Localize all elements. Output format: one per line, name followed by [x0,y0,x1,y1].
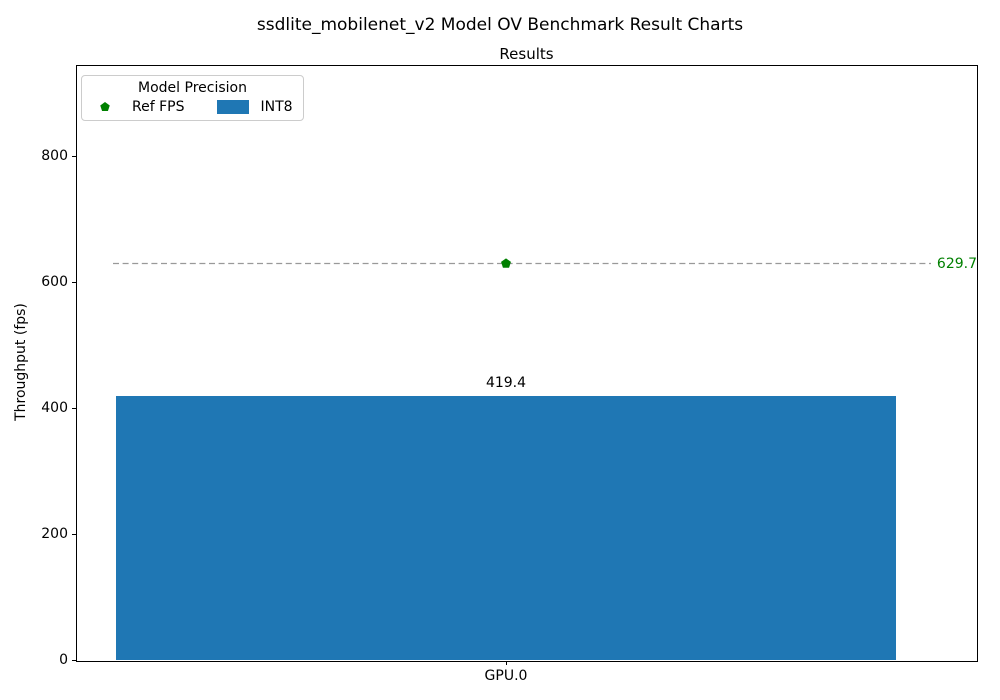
legend: Model Precision Ref FPS INT8 [81,75,304,121]
ref-fps-pentagon-icon [100,102,110,112]
y-tick-label: 800 [41,148,68,165]
legend-title: Model Precision [138,80,247,96]
legend-swatch-int8-icon [217,100,250,114]
legend-row: Ref FPS INT8 [82,97,303,117]
y-tick-mark [72,533,76,535]
y-tick-label: 400 [41,400,68,417]
y-tick-mark [72,155,76,157]
axes-title: Results [499,45,554,63]
y-tick-label: 600 [41,274,68,291]
legend-label-ref-fps: Ref FPS [132,99,185,115]
y-tick-mark [72,659,76,661]
legend-label-int8: INT8 [260,99,293,115]
y-tick-label: 0 [59,652,68,668]
x-tick-label: GPU.0 [484,668,528,684]
bar-int8 [116,395,896,660]
y-tick-mark [72,407,76,409]
y-tick-label: 200 [41,526,68,543]
x-tick-mark [506,661,507,665]
bar-value-label: 419.4 [485,374,527,391]
figure-title: ssdlite_mobilenet_v2 Model OV Benchmark … [256,15,744,35]
ref-line-value-label: 629.7 [936,255,977,272]
y-tick-mark [72,281,76,283]
